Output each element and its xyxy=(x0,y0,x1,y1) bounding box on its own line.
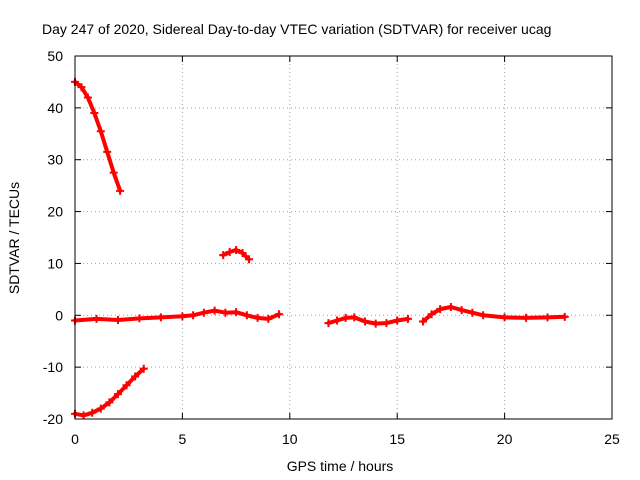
y-tick-label: 20 xyxy=(47,204,63,220)
data-point xyxy=(225,248,234,257)
data-point xyxy=(238,249,247,258)
data-point xyxy=(468,308,477,317)
data-point xyxy=(446,302,455,311)
plot-frame xyxy=(74,55,613,420)
y-tick-label: 50 xyxy=(47,48,63,64)
data-point xyxy=(221,308,230,317)
data-point xyxy=(219,251,228,260)
y-tick-label: 0 xyxy=(55,307,63,323)
data-point xyxy=(232,245,241,254)
data-point xyxy=(88,408,97,417)
data-point xyxy=(360,317,369,326)
data-point xyxy=(92,314,101,323)
data-point xyxy=(382,319,391,328)
data-point xyxy=(324,319,333,328)
data-point xyxy=(341,313,350,322)
data-point xyxy=(105,398,114,407)
data-point xyxy=(242,311,251,320)
data-point xyxy=(543,313,552,322)
data-point xyxy=(350,313,359,322)
x-tick-label: 25 xyxy=(604,431,620,447)
data-point xyxy=(122,381,131,390)
x-tick-label: 20 xyxy=(497,431,513,447)
data-point xyxy=(113,390,122,399)
data-point xyxy=(139,364,148,373)
x-tick-label: 10 xyxy=(282,431,298,447)
data-point xyxy=(116,186,125,195)
data-point xyxy=(371,319,380,328)
data-point xyxy=(403,314,412,323)
data-point xyxy=(156,313,165,322)
y-tick-label: -20 xyxy=(43,411,63,427)
data-point xyxy=(436,305,445,314)
x-tick-label: 0 xyxy=(71,431,79,447)
data-point xyxy=(109,168,118,177)
data-point xyxy=(210,306,219,315)
data-point xyxy=(418,317,427,326)
series-arc-1 xyxy=(71,77,125,195)
data-point xyxy=(131,372,140,381)
data-point xyxy=(96,127,105,136)
axis-ticks: 0 5 10 15 20 25 -20 -10 0 10 20 30 40 50 xyxy=(43,48,620,447)
data-point xyxy=(77,83,86,92)
series-arc-4 xyxy=(71,306,284,325)
x-tick-label: 5 xyxy=(179,431,187,447)
data-point xyxy=(135,314,144,323)
data-point xyxy=(244,255,253,264)
data-point xyxy=(90,109,99,118)
y-axis-label: SDTVAR / TECUs xyxy=(6,182,22,294)
y-tick-label: -10 xyxy=(43,359,63,375)
data-point xyxy=(264,314,273,323)
data-point xyxy=(83,93,92,102)
data-point xyxy=(113,315,122,324)
data-point xyxy=(560,312,569,321)
chart-title: Day 247 of 2020, Sidereal Day-to-day VTE… xyxy=(42,21,551,37)
data-point xyxy=(79,411,88,420)
data-point xyxy=(103,147,112,156)
data-point xyxy=(479,311,488,320)
data-point xyxy=(333,316,342,325)
data-point xyxy=(189,311,198,320)
data-point xyxy=(96,404,105,413)
data-point xyxy=(178,312,187,321)
y-tick-label: 30 xyxy=(47,152,63,168)
data-point xyxy=(457,306,466,315)
series-arc-6 xyxy=(418,302,569,326)
series-arc-2 xyxy=(219,245,253,264)
series-arc-3 xyxy=(71,364,148,420)
y-tick-label: 10 xyxy=(47,255,63,271)
data-point xyxy=(232,308,241,317)
grid xyxy=(75,56,612,419)
data-point xyxy=(199,308,208,317)
series-line xyxy=(421,305,567,324)
y-tick-label: 40 xyxy=(47,100,63,116)
data-point xyxy=(500,313,509,322)
data-marks xyxy=(71,77,569,420)
data-point xyxy=(427,310,436,319)
x-tick-label: 15 xyxy=(389,431,405,447)
series-line xyxy=(73,79,123,193)
series-arc-5 xyxy=(324,313,412,328)
data-point xyxy=(393,316,402,325)
data-point xyxy=(253,313,262,322)
data-point xyxy=(522,313,531,322)
data-point xyxy=(275,310,284,319)
x-axis-label: GPS time / hours xyxy=(287,458,394,474)
